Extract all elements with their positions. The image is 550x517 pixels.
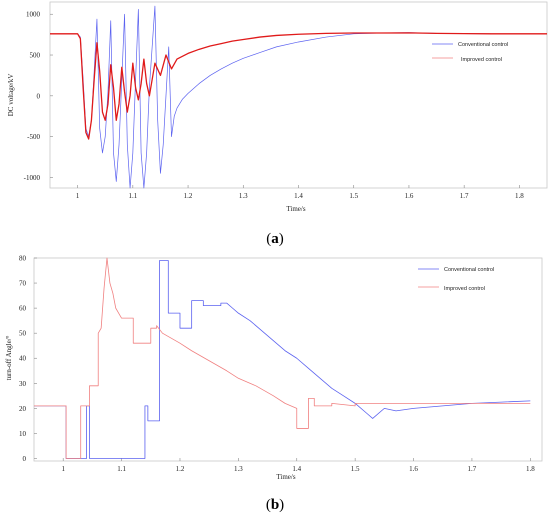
x-tick-label-a: 1.4 [294, 192, 303, 200]
x-tick-label-b: 1.1 [117, 465, 126, 473]
x-tick-label-a: 1.7 [460, 192, 469, 200]
y-tick-label-a: 500 [30, 52, 41, 60]
x-tick-label-a: 1.1 [128, 192, 137, 200]
x-tick-label-b: 1.8 [526, 465, 535, 473]
y-tick-label-b: 0 [23, 455, 27, 463]
series-line-conventional-b [34, 260, 531, 459]
series-line-improved-b [34, 257, 531, 459]
x-axis-label-a: Time/s [286, 205, 305, 213]
y-tick-label-a: 0 [37, 92, 41, 100]
y-tick-label-a: -500 [27, 133, 40, 141]
y-tick-label-b: 50 [19, 330, 27, 338]
legend-b: Conventional control Improved control [418, 267, 494, 292]
legend-a: Conventional control Improved control [432, 42, 508, 63]
y-tick-label-b: 80 [19, 255, 27, 263]
panel-label-b: (b) [266, 497, 284, 513]
x-tick-label-a: 1 [76, 192, 80, 200]
legend-label-conventional-b: Conventional control [444, 267, 494, 273]
x-tick-label-b: 1.2 [176, 465, 185, 473]
x-tick-label-b: 1.4 [292, 465, 301, 473]
x-axis-label-b: Time/s [276, 473, 295, 481]
x-tick-label-b: 1.5 [351, 465, 360, 473]
legend-label-improved-b: Improved control [444, 286, 485, 292]
y-tick-label-b: 40 [19, 355, 27, 363]
y-axis-label-a: DC voltage/kV [7, 74, 15, 117]
y-tick-label-b: 10 [19, 430, 27, 438]
y-tick-label-b: 30 [19, 380, 27, 388]
x-tick-label-a: 1.2 [184, 192, 193, 200]
x-tick-label-a: 1.8 [515, 192, 524, 200]
x-tick-label-b: 1 [61, 465, 65, 473]
y-tick-label-a: 1000 [26, 11, 41, 19]
panel-label-a-letter: a [271, 231, 279, 247]
y-tick-label-b: 60 [19, 305, 27, 313]
series-line-improved-a [50, 32, 547, 140]
x-tick-label-a: 1.3 [239, 192, 248, 200]
y-tick-label-a: -1000 [24, 174, 41, 182]
x-tick-label-a: 1.6 [405, 192, 414, 200]
y-tick-label-b: 20 [19, 405, 27, 413]
x-tick-label-b: 1.7 [468, 465, 477, 473]
legend-label-conventional-a: Conventional control [458, 42, 508, 48]
chart-a: DC voltage/kV Time/s Conventional contro… [7, 1, 548, 247]
panel-label-a: (a) [266, 231, 284, 247]
x-tick-label-b: 1.6 [409, 465, 418, 473]
x-tick-label-b: 1.3 [234, 465, 243, 473]
legend-label-improved-a: Improved control [461, 57, 502, 63]
series-line-conventional-a [50, 5, 547, 189]
y-tick-label-b: 70 [19, 280, 27, 288]
panel-label-b-letter: b [271, 497, 279, 513]
x-tick-label-a: 1.5 [349, 192, 358, 200]
y-axis-label-b: turn-off Angle/° [5, 335, 13, 380]
chart-b: turn-off Angle/° Time/s Conventional con… [5, 255, 543, 513]
plot-frame-b [33, 257, 543, 462]
